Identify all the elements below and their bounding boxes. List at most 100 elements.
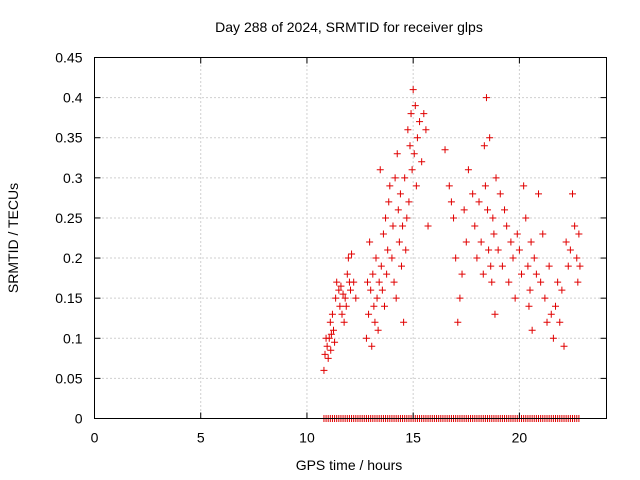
data-point (522, 214, 530, 222)
data-point (456, 294, 464, 302)
data-point (331, 338, 339, 346)
y-tick-label: 0.45 (55, 50, 82, 66)
data-point (458, 270, 466, 278)
data-point (412, 182, 420, 190)
data-point (481, 182, 489, 190)
data-point (450, 214, 458, 222)
data-point (480, 142, 488, 150)
data-point (490, 230, 498, 238)
data-point (340, 318, 348, 326)
y-tick-labels: 0 0.05 0.1 0.15 0.2 0.25 0.3 0.35 0.4 0.45 (55, 50, 82, 427)
data-point (390, 278, 398, 286)
data-point (365, 310, 373, 318)
data-point (571, 222, 579, 230)
data-point (399, 222, 407, 230)
data-point (573, 254, 581, 262)
data-point (393, 150, 401, 158)
x-tick-label: 10 (299, 430, 315, 446)
data-point (515, 246, 523, 254)
data-point (562, 238, 570, 246)
data-point (494, 246, 502, 254)
data-point (498, 262, 506, 270)
data-point (574, 278, 582, 286)
data-point (524, 262, 532, 270)
data-point (520, 182, 528, 190)
data-point (403, 214, 411, 222)
x-tick-label: 20 (512, 430, 528, 446)
data-point (332, 294, 340, 302)
data-point (560, 342, 568, 350)
data-point (539, 230, 547, 238)
data-point (545, 262, 553, 270)
data-point (484, 206, 492, 214)
data-point (378, 286, 386, 294)
x-tick-labels: 0 5 10 15 20 (91, 430, 528, 446)
data-point (556, 318, 564, 326)
data-point (396, 190, 404, 198)
data-point (407, 110, 415, 118)
data-point (475, 198, 483, 206)
data-point (541, 294, 549, 302)
data-point (366, 238, 374, 246)
data-point (554, 278, 562, 286)
data-point (402, 246, 410, 254)
data-point (405, 198, 413, 206)
data-point (401, 174, 409, 182)
data-point (383, 270, 391, 278)
data-point (394, 206, 402, 214)
data-point (445, 182, 453, 190)
y-tick-label: 0.3 (63, 170, 83, 186)
data-point (347, 286, 354, 294)
data-point (363, 278, 371, 286)
data-point (549, 334, 557, 342)
y-tick-label: 0.2 (63, 250, 83, 266)
data-point (370, 302, 378, 310)
y-tick-label: 0.25 (55, 210, 82, 226)
data-point (518, 270, 526, 278)
plot-frame (94, 57, 607, 419)
data-point (441, 146, 449, 154)
data-point (389, 222, 397, 230)
data-point (375, 278, 383, 286)
data-point (525, 302, 533, 310)
data-point (400, 318, 408, 326)
y-tick-label: 0.35 (55, 130, 82, 146)
x-tick-label: 0 (91, 430, 99, 446)
data-point (462, 238, 470, 246)
data-point (404, 126, 412, 134)
data-point (513, 230, 521, 238)
data-point (374, 326, 382, 334)
data-point (377, 262, 385, 270)
data-point (558, 286, 566, 294)
data-point (527, 238, 535, 246)
data-point (424, 222, 432, 230)
data-point (325, 334, 333, 342)
data-point (547, 310, 555, 318)
data-point (376, 166, 384, 174)
data-point (503, 222, 511, 230)
data-point (326, 318, 334, 326)
data-point (471, 222, 479, 230)
data-point (454, 318, 462, 326)
data-point (406, 142, 414, 150)
data-point (395, 238, 403, 246)
data-point (477, 238, 485, 246)
data-point (337, 282, 345, 290)
data-point (371, 318, 379, 326)
data-point (537, 278, 545, 286)
data-point (422, 126, 430, 134)
data-point (342, 302, 350, 310)
x-axis-label: GPS time / hours (296, 457, 403, 473)
y-tick-label: 0.05 (55, 370, 82, 386)
data-point (344, 254, 352, 262)
data-point (460, 206, 468, 214)
data-point (509, 254, 517, 262)
data-point (488, 278, 496, 286)
data-point (368, 342, 376, 350)
data-point (385, 198, 393, 206)
data-point (418, 158, 426, 166)
data-point (575, 230, 583, 238)
grid (94, 57, 607, 419)
data-point (333, 278, 341, 286)
